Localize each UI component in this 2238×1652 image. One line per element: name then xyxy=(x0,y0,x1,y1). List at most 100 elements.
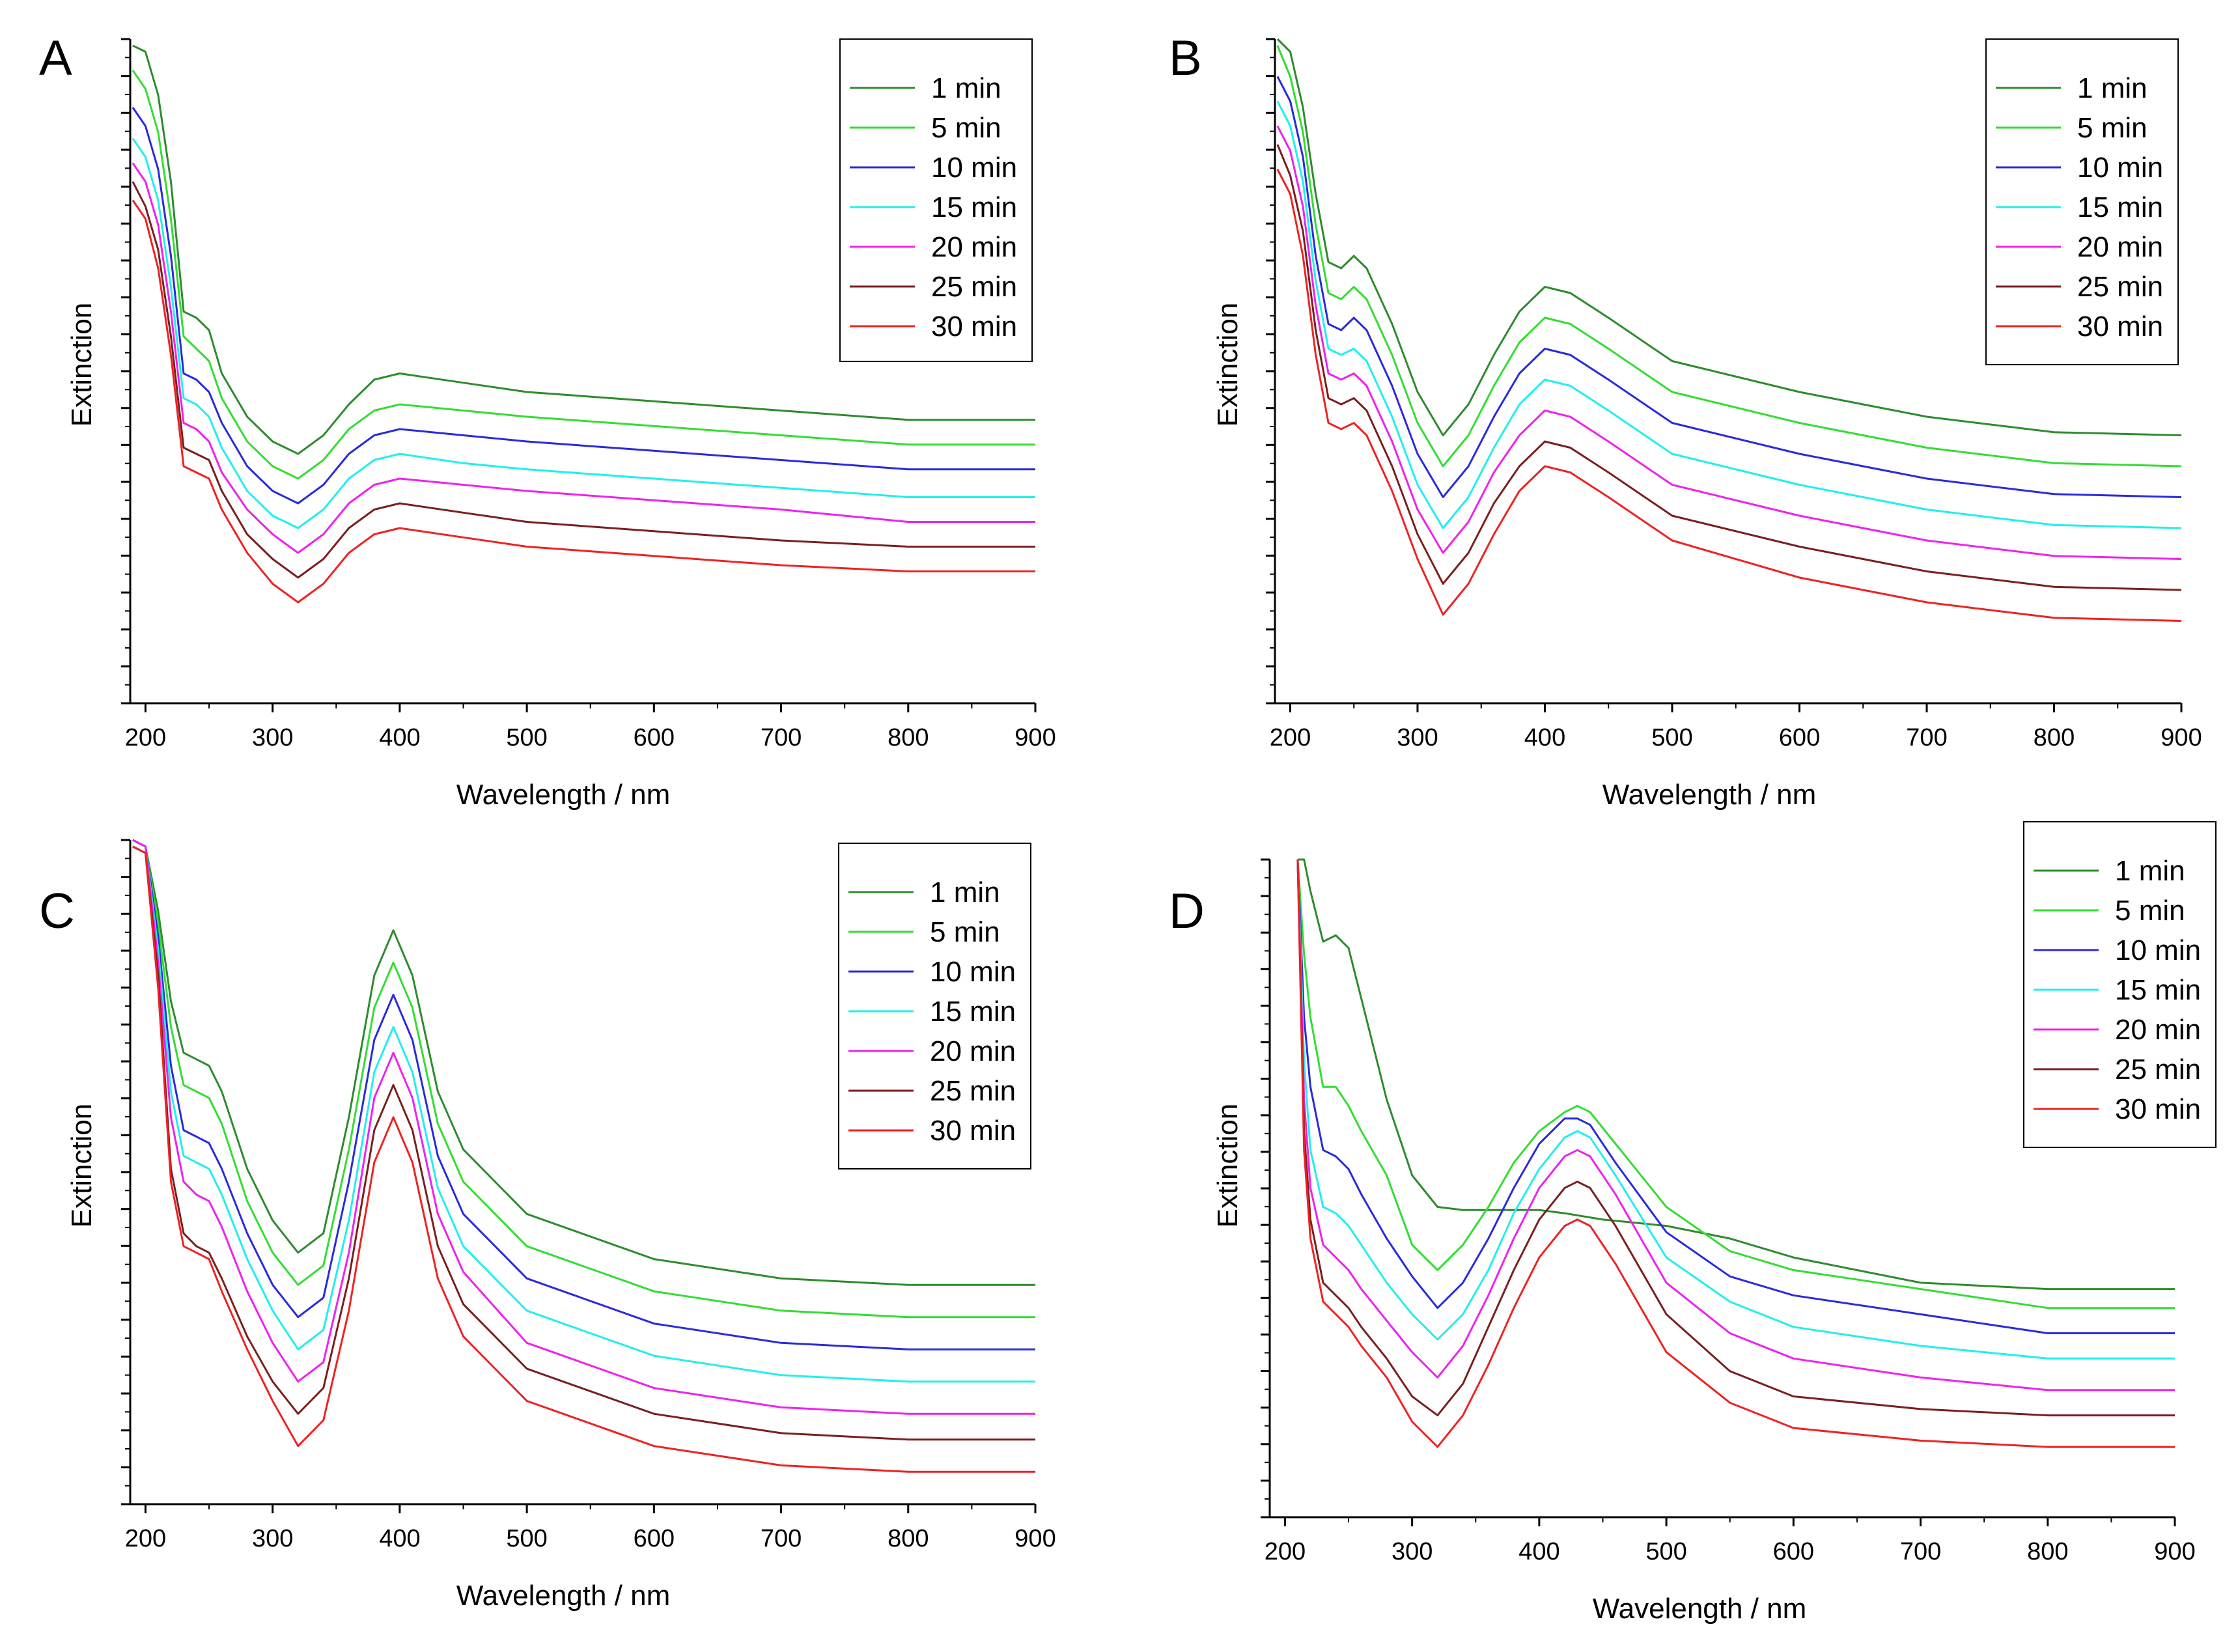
panel-a-y-ticks xyxy=(121,38,130,705)
panel-a-legend-lines xyxy=(850,87,915,328)
panel-c-x-ticks: 200 300 400 500 600 700 800 900 xyxy=(125,1504,1056,1552)
panel-c-legend: 1 min 5 min 10 min 15 min 20 min 25 min … xyxy=(838,843,1031,1169)
panel-a-xtick-label: 900 xyxy=(1014,724,1056,751)
panel-b-series-1-min xyxy=(1276,38,2182,436)
panel-b-series-5-min xyxy=(1276,45,2182,468)
panel-c-legend-label: 30 min xyxy=(930,1115,1016,1147)
panel-a-legend-label: 10 min xyxy=(931,152,1017,184)
panel-c-xtick-label: 700 xyxy=(761,1525,802,1552)
panel-b-series-30-min xyxy=(1276,169,2182,622)
panel-c-series-15-min xyxy=(132,839,1035,1383)
panel-b-legend-lines xyxy=(1996,87,2061,328)
panel-c-series-10-min xyxy=(132,839,1035,1351)
panel-d-series-25-min xyxy=(1296,859,2175,1417)
panel-c-series-5-min xyxy=(132,839,1035,1319)
panel-d-series-15-min xyxy=(1296,859,2175,1360)
panel-d-legend-label: 10 min xyxy=(2115,934,2201,966)
panel-a-xtick-label: 400 xyxy=(379,724,420,751)
panel-a-legend-label: 5 min xyxy=(931,112,1001,144)
panel-a-legend: 1 min 5 min 10 min 15 min 20 min 25 min … xyxy=(839,38,1033,362)
panel-b-legend-box xyxy=(1985,38,2179,365)
panel-b-xtick-label: 500 xyxy=(1651,724,1692,751)
panel-b-series-20-min xyxy=(1276,125,2182,560)
panel-a-x-ticks: 200 300 400 500 600 700 800 900 xyxy=(125,703,1056,751)
panel-a-series-20-min xyxy=(132,162,1035,554)
panel-d-y-ticks xyxy=(1261,858,1270,1519)
panel-a-xtick-label: 500 xyxy=(506,724,547,751)
panel-d-series-30-min xyxy=(1296,859,2175,1448)
panel-d-x-ticks: 200 300 400 500 600 700 800 900 xyxy=(1265,1517,2196,1565)
panel-d-legend-label: 25 min xyxy=(2115,1054,2201,1085)
panel-b-legend-label: 10 min xyxy=(2077,152,2163,184)
panel-a-series-10-min xyxy=(132,107,1035,505)
panel-c-series-25-min xyxy=(132,845,1035,1441)
panel-b-legend-label: 5 min xyxy=(2077,112,2147,144)
panel-a-legend-label: 30 min xyxy=(931,311,1017,343)
panel-b-legend-label: 20 min xyxy=(2077,231,2163,263)
panel-b-series-25-min xyxy=(1276,144,2182,591)
panel-d-legend-label: 30 min xyxy=(2115,1093,2201,1125)
panel-a-x-axis-label: Wavelength / nm xyxy=(456,779,671,811)
panel-d-xtick-label: 200 xyxy=(1265,1538,1306,1565)
panel-c-series-30-min xyxy=(132,845,1035,1473)
panel-c-legend-box xyxy=(838,843,1031,1169)
panel-c-legend-label: 5 min xyxy=(930,916,1000,948)
panel-b-xtick-label: 700 xyxy=(1906,724,1947,751)
panel-d-legend-label: 15 min xyxy=(2115,974,2201,1006)
panel-b-series-10-min xyxy=(1276,76,2182,498)
panel-a-legend-label: 1 min xyxy=(931,72,1001,104)
panel-b-y-axis-label: Extinction xyxy=(1212,303,1244,427)
panel-c-y-ticks xyxy=(121,839,130,1505)
panel-a-series-5-min xyxy=(132,70,1035,480)
panel-d-xtick-label: 300 xyxy=(1392,1538,1433,1565)
panel-a-xtick-label: 200 xyxy=(125,724,166,751)
panel-d-series-1-min xyxy=(1297,858,2175,1291)
panel-d-xtick-label: 700 xyxy=(1900,1538,1941,1565)
panel-c-legend-label: 15 min xyxy=(930,996,1016,1028)
panel-a-series-30-min xyxy=(132,199,1035,604)
panel-a-letter: A xyxy=(39,31,72,86)
panel-a-xtick-label: 700 xyxy=(761,724,802,751)
panel-d-xtick-label: 800 xyxy=(2027,1538,2068,1565)
panel-a-xtick-label: 600 xyxy=(634,724,675,751)
panel-b-legend-label: 25 min xyxy=(2077,271,2163,303)
panel-a-series-1-min xyxy=(132,44,1035,455)
panel-d-xtick-label: 500 xyxy=(1645,1538,1686,1565)
panel-b-y-ticks xyxy=(1266,38,1275,705)
panel-d-legend-box xyxy=(2023,821,2217,1148)
panel-c-legend-lines xyxy=(848,891,914,1132)
panel-b-xtick-label: 400 xyxy=(1524,724,1565,751)
panel-a-xtick-label: 800 xyxy=(888,724,929,751)
panel-a-series-25-min xyxy=(132,181,1035,579)
panel-c-x-axis-label: Wavelength / nm xyxy=(456,1580,671,1612)
panel-c-y-axis-label: Extinction xyxy=(66,1104,98,1228)
panel-c-legend-label: 20 min xyxy=(930,1035,1016,1067)
panel-c-letter: C xyxy=(39,884,75,939)
panel-c-legend-label: 25 min xyxy=(930,1075,1016,1107)
panel-d-xtick-label: 600 xyxy=(1773,1538,1814,1565)
panel-c-series-group xyxy=(132,839,1035,1473)
panel-c-xtick-label: 900 xyxy=(1014,1525,1056,1552)
panel-c-series-20-min xyxy=(132,839,1035,1415)
panel-b-legend-label: 15 min xyxy=(2077,191,2163,223)
panel-a-legend-label: 20 min xyxy=(931,231,1017,263)
panel-b-letter: B xyxy=(1169,31,1202,86)
panel-a-legend-label: 25 min xyxy=(931,271,1017,303)
panel-c-xtick-label: 300 xyxy=(252,1525,293,1552)
panel-c-legend-label: 10 min xyxy=(930,956,1016,988)
panel-d-legend-lines xyxy=(2034,869,2099,1110)
panel-d-legend-label: 1 min xyxy=(2115,855,2185,887)
panel-d-series-5-min xyxy=(1296,859,2175,1309)
panel-d-xtick-label: 400 xyxy=(1518,1538,1560,1565)
panel-d-xtick-label: 900 xyxy=(2154,1538,2195,1565)
panel-a-series-15-min xyxy=(132,137,1035,529)
panel-d-series-group xyxy=(1296,858,2175,1448)
panel-c-legend-label: 1 min xyxy=(930,876,1000,908)
panel-b-legend: 1 min 5 min 10 min 15 min 20 min 25 min … xyxy=(1985,38,2179,365)
panel-d-y-axis-label: Extinction xyxy=(1212,1104,1244,1228)
panel-c-xtick-label: 500 xyxy=(506,1525,547,1552)
panel-c-xtick-label: 200 xyxy=(125,1525,166,1552)
panel-d-series-10-min xyxy=(1296,859,2175,1334)
panel-b-xtick-label: 600 xyxy=(1779,724,1820,751)
